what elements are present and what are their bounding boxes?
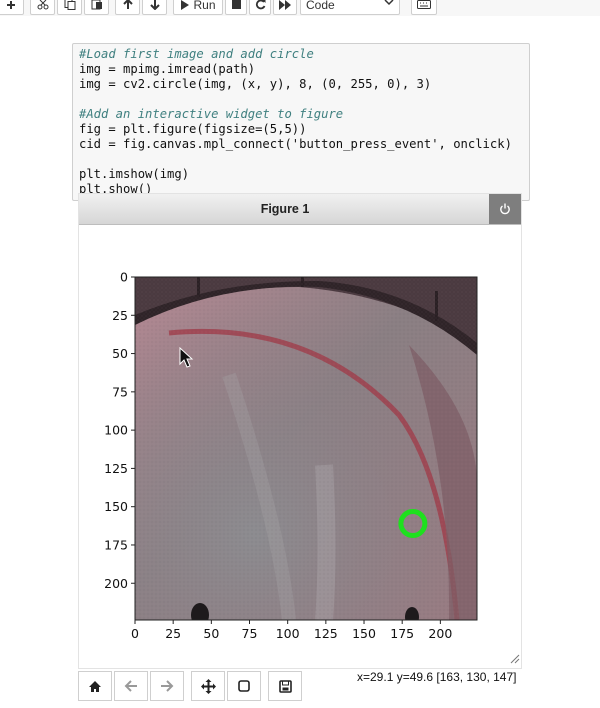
copy-button[interactable] — [57, 0, 82, 15]
y-tick-label: 150 — [104, 499, 128, 514]
arrow-down-icon — [149, 0, 160, 10]
save-icon — [278, 679, 292, 693]
save-figure-button[interactable] — [268, 671, 302, 701]
restart-button[interactable] — [249, 0, 271, 15]
x-tick-label: 200 — [428, 626, 452, 641]
zoom-rect-button[interactable] — [227, 671, 261, 701]
y-tick-label: 175 — [104, 537, 128, 552]
y-tick-label: 25 — [112, 308, 128, 323]
figure-widget: Figure 1 — [78, 193, 522, 669]
figure-title: Figure 1 — [260, 202, 310, 216]
run-label: Run — [193, 0, 216, 12]
stop-icon — [231, 0, 241, 9]
figure-header: Figure 1 — [79, 194, 521, 225]
code-line: fig = plt.figure(figsize=(5,5)) — [79, 122, 307, 136]
restart-icon — [255, 0, 265, 10]
copy-icon — [64, 0, 75, 10]
move-down-button[interactable] — [142, 0, 167, 15]
back-icon — [124, 680, 137, 692]
interrupt-button[interactable] — [225, 0, 247, 15]
notebook-toolbar: Run Code — [0, 0, 600, 16]
code-line: img = cv2.circle(img, (x, y), 8, (0, 255… — [79, 77, 432, 91]
paste-icon — [91, 0, 102, 10]
green-circle-marker — [398, 509, 428, 539]
x-tick-label: 150 — [352, 626, 376, 641]
figure-canvas[interactable]: 0 25 50 75 100 125 150 175 200 0 25 50 75 100 125 150 1… — [79, 225, 521, 668]
chevron-down-icon — [384, 0, 394, 6]
fast-forward-icon — [279, 0, 291, 10]
paste-button[interactable] — [84, 0, 109, 15]
plus-icon — [7, 0, 15, 9]
figure-close-button[interactable] — [489, 194, 521, 224]
y-tick-label: 75 — [112, 384, 128, 399]
restart-run-all-button[interactable] — [273, 0, 297, 15]
keyboard-icon — [417, 0, 431, 9]
code-line: img = mpimg.imread(path) — [79, 62, 256, 76]
mouse-cursor-icon — [179, 346, 194, 368]
x-tick-label: 25 — [165, 626, 181, 641]
move-up-button[interactable] — [115, 0, 140, 15]
cursor-coordinates: x=29.1 y=49.6 [163, 130, 147] — [357, 670, 517, 684]
code-line: #Load first image and add circle — [79, 47, 314, 61]
power-icon — [500, 203, 510, 215]
x-tick-label: 50 — [203, 626, 219, 641]
code-line: plt.imshow(img) — [79, 167, 190, 181]
code-cell[interactable]: #Load first image and add circle img = m… — [72, 43, 530, 201]
photo-image — [135, 277, 477, 620]
code-line: plt.show() — [79, 182, 153, 196]
y-tick-label: 0 — [120, 270, 128, 285]
x-tick-label: 125 — [314, 626, 338, 641]
forward-icon — [161, 680, 174, 692]
image-plot[interactable]: 0 25 50 75 100 125 150 175 200 0 25 50 75 100 125 150 1… — [79, 225, 521, 668]
home-icon — [89, 680, 101, 692]
x-tick-label: 0 — [131, 626, 139, 641]
y-tick-label: 100 — [104, 423, 128, 438]
command-palette-button[interactable] — [411, 0, 437, 15]
back-button[interactable] — [114, 671, 148, 701]
plot-frame — [134, 276, 478, 621]
x-tick-label: 100 — [276, 626, 300, 641]
run-button[interactable]: Run — [173, 0, 223, 15]
cut-button[interactable] — [30, 0, 55, 15]
x-tick-label: 175 — [390, 626, 414, 641]
y-tick-label: 125 — [104, 461, 128, 476]
cell-type-value: Code — [306, 0, 335, 12]
resize-handle-icon[interactable] — [510, 654, 520, 664]
code-line: cid = fig.canvas.mpl_connect('button_pre… — [79, 137, 512, 151]
x-tick-label: 75 — [242, 626, 258, 641]
arrow-up-icon — [122, 0, 133, 9]
pan-icon — [200, 678, 216, 694]
y-tick-label: 50 — [112, 346, 128, 361]
scissors-icon — [37, 0, 48, 9]
code-line: #Add an interactive widget to figure — [79, 107, 344, 121]
cell-type-select[interactable]: Code — [300, 0, 400, 15]
forward-button[interactable] — [150, 671, 184, 701]
pan-button[interactable] — [191, 671, 225, 701]
play-icon — [181, 0, 190, 10]
home-button[interactable] — [78, 671, 112, 701]
y-tick-label: 200 — [104, 576, 128, 591]
insert-cell-button[interactable] — [0, 0, 24, 15]
zoom-icon — [238, 680, 250, 692]
